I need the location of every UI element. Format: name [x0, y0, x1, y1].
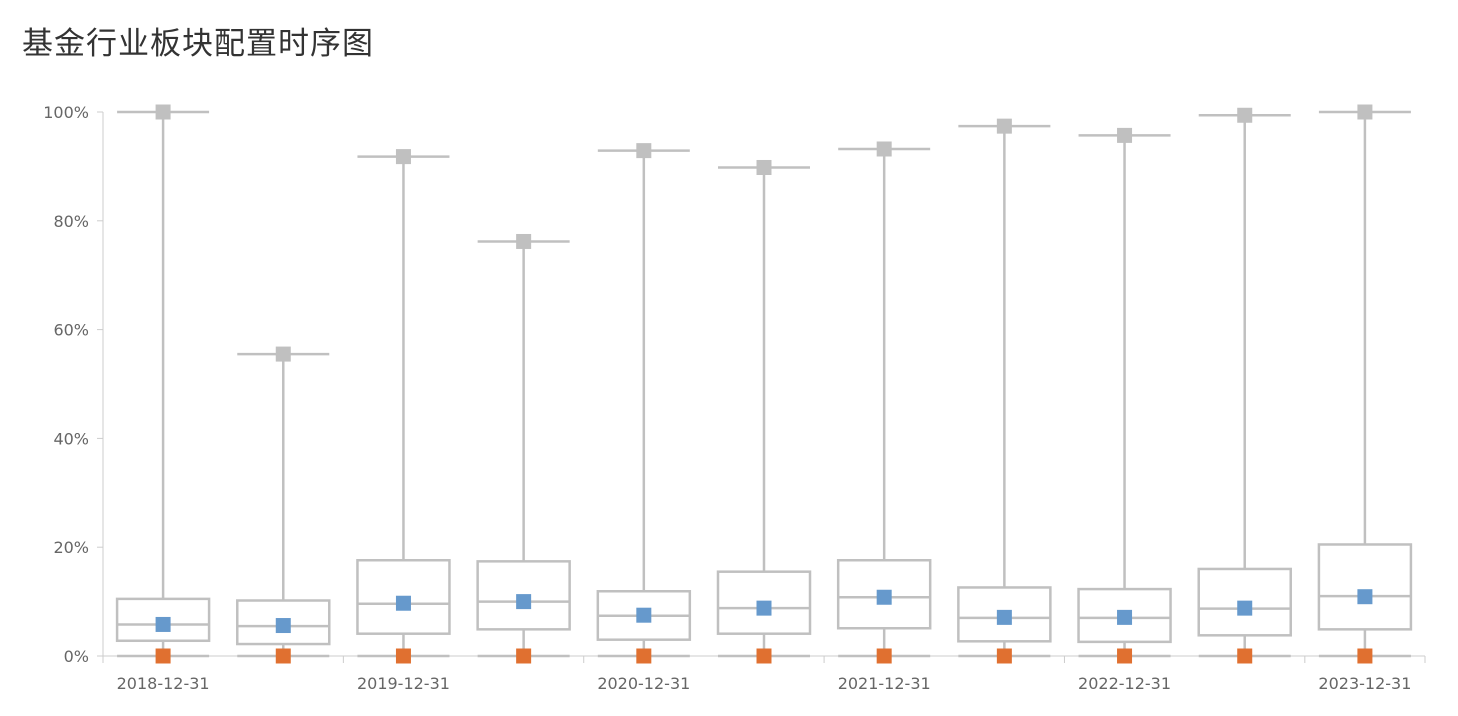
mean-marker: [395, 595, 411, 611]
iqr-box: [836, 559, 932, 630]
max-marker: [1237, 107, 1253, 123]
mean-marker: [1237, 600, 1253, 616]
box-group: [957, 118, 1052, 664]
box-group: [716, 159, 812, 664]
mean-marker: [636, 607, 652, 623]
box-group: [1077, 127, 1172, 664]
box-group: [236, 346, 331, 664]
min-marker: [636, 648, 652, 664]
y-tick-label: 80%: [53, 212, 89, 231]
box-group: [596, 143, 692, 664]
max-marker: [155, 104, 171, 120]
y-tick-label: 60%: [53, 321, 89, 340]
mean-marker: [756, 600, 772, 616]
mean-marker: [516, 594, 532, 610]
max-marker: [516, 233, 532, 249]
x-tick-label: 2022-12-31: [1078, 674, 1171, 693]
min-marker: [395, 648, 411, 664]
y-tick-label: 20%: [53, 538, 89, 557]
box-group: [836, 141, 932, 664]
max-marker: [1357, 104, 1373, 120]
chart-title: 基金行业板块配置时序图: [22, 26, 374, 62]
mean-marker: [996, 609, 1012, 625]
min-marker: [756, 648, 772, 664]
box-group: [115, 104, 211, 664]
max-marker: [1117, 127, 1133, 143]
x-tick-label: 2018-12-31: [117, 674, 210, 693]
y-tick-label: 0%: [64, 647, 89, 666]
min-marker: [155, 648, 171, 664]
iqr-box: [1317, 543, 1413, 631]
min-marker: [876, 648, 892, 664]
max-marker: [996, 118, 1012, 134]
x-tick-label: 2023-12-31: [1318, 674, 1411, 693]
min-marker: [1117, 648, 1133, 664]
box-series: [115, 104, 1413, 664]
mean-marker: [876, 589, 892, 605]
y-tick-label: 100%: [43, 103, 89, 122]
mean-marker: [1117, 609, 1133, 625]
x-tick-label: 2019-12-31: [357, 674, 450, 693]
y-axis: 0% 20% 40% 60% 80% 100%: [43, 103, 104, 666]
min-marker: [275, 648, 291, 664]
min-marker: [996, 648, 1012, 664]
min-marker: [1237, 648, 1253, 664]
mean-marker: [1357, 589, 1373, 605]
y-tick-label: 40%: [53, 429, 89, 448]
x-tick-label: 2020-12-31: [597, 674, 690, 693]
x-tick-label: 2021-12-31: [838, 674, 931, 693]
box-group: [1197, 107, 1292, 664]
min-marker: [1357, 648, 1373, 664]
max-marker: [636, 143, 652, 159]
mean-marker: [155, 616, 171, 632]
mean-marker: [275, 618, 291, 634]
max-marker: [275, 346, 291, 362]
max-marker: [395, 149, 411, 165]
min-marker: [516, 648, 532, 664]
box-group: [1317, 104, 1413, 664]
box-group: [356, 149, 451, 664]
max-marker: [876, 141, 892, 157]
max-marker: [756, 159, 772, 175]
box-group: [476, 233, 571, 664]
